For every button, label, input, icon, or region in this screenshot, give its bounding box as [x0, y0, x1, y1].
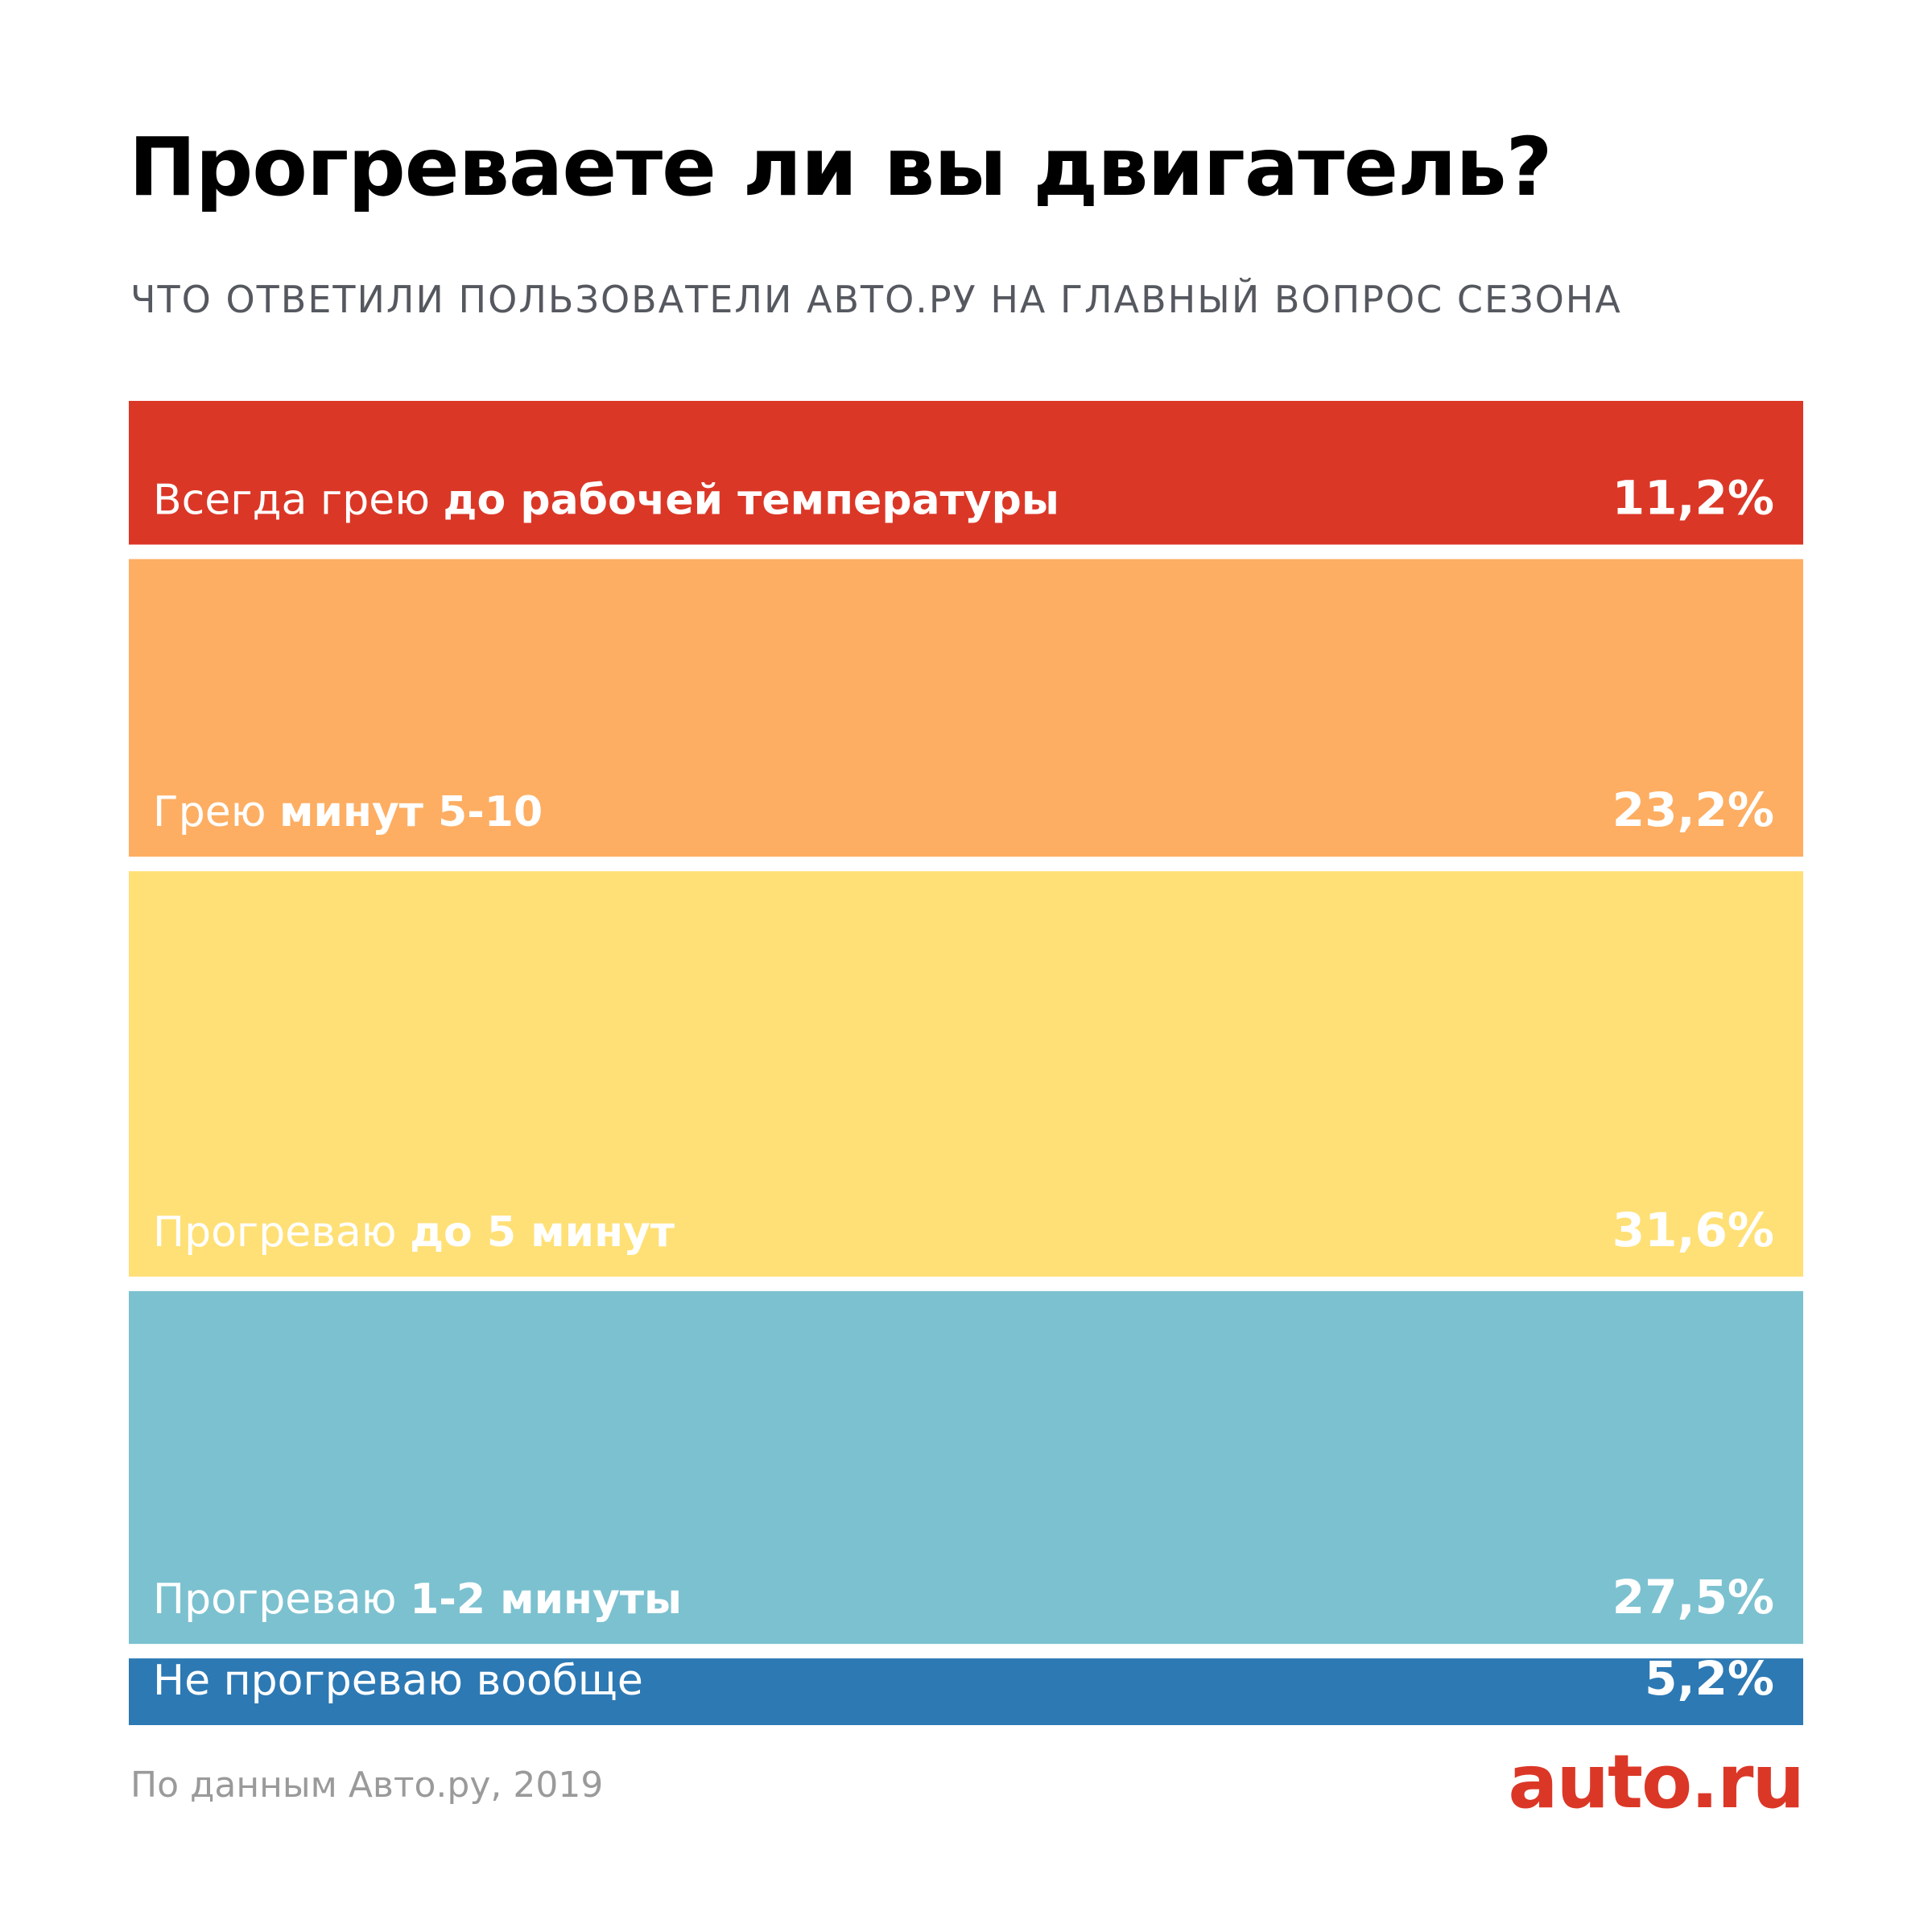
bar-label-normal: Всегда грею	[153, 476, 444, 524]
bar-label-bold: 1-2 минуты	[410, 1575, 682, 1624]
bar-label-bold: минут 5-10	[279, 788, 543, 836]
bar-value-2: 23,2%	[1612, 782, 1774, 837]
bar-4	[129, 1290, 1803, 1645]
bars-group: Всегда грею до рабочей температуры 11,2% Г…	[129, 401, 1803, 1725]
bar-value-3: 31,6%	[1612, 1203, 1774, 1257]
bar-1	[129, 401, 1803, 545]
bar-label-bold: до рабочей температуры	[444, 476, 1059, 524]
page-title: Прогреваете ли вы двигатель?	[129, 120, 1553, 214]
bar-label-3: Прогреваю до 5 минут	[153, 1208, 675, 1257]
bar-value-1: 11,2%	[1612, 470, 1774, 525]
bar-label-4: Прогреваю 1-2 минуты	[153, 1575, 682, 1624]
bar-5	[129, 1658, 1803, 1725]
auto-ru-logo[interactable]: auto.ru	[1508, 1739, 1805, 1825]
bar-value-5: 5,2%	[1645, 1651, 1774, 1706]
bar-label-1: Всегда грею до рабочей температуры	[153, 476, 1059, 524]
source-note: По данным Авто.ру, 2019	[130, 1765, 604, 1806]
bar-label-bold: Не прогреваю вообще	[153, 1657, 643, 1705]
bar-2	[129, 559, 1803, 857]
bar-label-normal: Грею	[153, 788, 279, 836]
bar-label-normal: Прогреваю	[153, 1208, 410, 1257]
bar-label-normal: Прогреваю	[153, 1575, 410, 1624]
page-subtitle: ЧТО ОТВЕТИЛИ ПОЛЬЗОВАТЕЛИ АВТО.РУ НА ГЛА…	[130, 278, 1622, 321]
bar-label-2: Грею минут 5-10	[153, 788, 543, 836]
bar-value-4: 27,5%	[1612, 1570, 1774, 1624]
bar-label-5: Не прогреваю вообще	[153, 1657, 643, 1705]
bar-label-bold: до 5 минут	[410, 1208, 675, 1257]
bar-3	[129, 871, 1803, 1277]
